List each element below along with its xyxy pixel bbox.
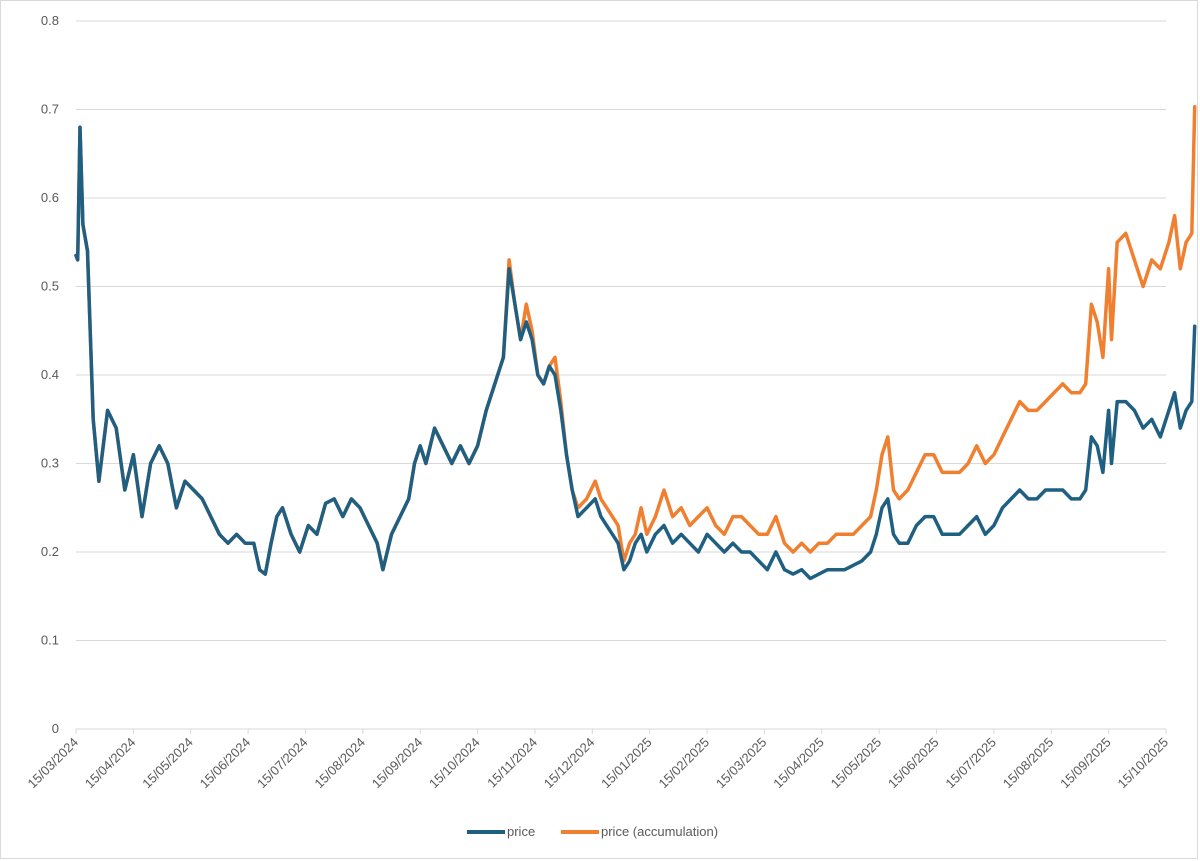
x-tick-label: 15/02/2025 [656,735,713,792]
y-tick-label: 0.1 [41,633,59,648]
x-tick-label: 15/04/2025 [770,735,827,792]
y-tick-label: 0.6 [41,190,59,205]
legend-label: price [507,824,535,839]
legend-label: price (accumulation) [601,824,718,839]
x-tick-label: 15/10/2025 [1114,735,1171,792]
x-tick-label: 15/03/2024 [24,735,81,792]
y-tick-label: 0.8 [41,13,59,28]
x-tick-label: 15/09/2024 [369,735,426,792]
x-tick-label: 15/06/2025 [885,735,942,792]
x-tick-label: 15/11/2024 [484,735,540,791]
series-line-price [74,125,1197,581]
x-tick-label: 15/07/2024 [254,735,311,792]
x-tick-label: 15/01/2025 [598,735,655,792]
y-axis-ticks: 0 0.1 0.2 0.3 0.4 0.5 0.6 0.7 0.8 [41,13,59,736]
x-tick-label: 15/05/2025 [828,735,885,792]
x-tick-label: 15/08/2024 [311,735,368,792]
x-axis-ticks: 15/03/2024 15/04/2024 15/05/2024 15/06/2024… [24,729,1171,791]
y-tick-label: 0 [52,721,59,736]
series-line-price-accumulation [74,105,1197,576]
y-tick-label: 0.5 [41,279,59,294]
legend: price price (accumulation) [467,824,718,839]
x-tick-label: 15/06/2024 [197,735,254,792]
y-tick-label: 0.3 [41,456,59,471]
y-tick-label: 0.7 [41,102,59,117]
series-lines [74,105,1197,581]
gridlines [76,20,1166,730]
x-tick-label: 15/12/2024 [541,735,598,792]
y-tick-label: 0.2 [41,544,59,559]
x-tick-label: 15/08/2025 [1000,735,1057,792]
x-tick-label: 15/07/2025 [942,735,999,792]
x-tick-label: 15/03/2025 [713,735,770,792]
x-tick-label: 15/04/2024 [82,735,139,792]
x-tick-label: 15/09/2025 [1057,735,1114,792]
x-tick-label: 15/10/2024 [426,735,483,792]
x-tick-label: 15/05/2024 [139,735,196,792]
y-tick-label: 0.4 [41,367,59,382]
